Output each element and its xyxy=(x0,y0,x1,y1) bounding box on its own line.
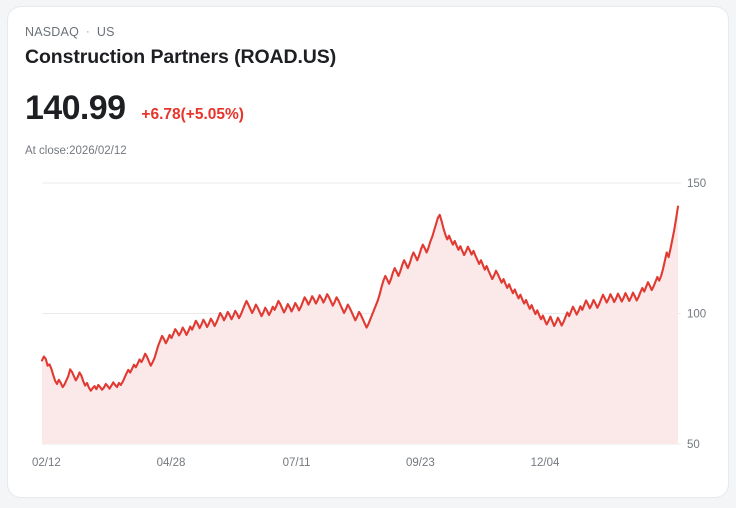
quote-header: NASDAQ · US Construction Partners (ROAD.… xyxy=(25,24,718,159)
x-axis-tick-label: 02/12 xyxy=(32,457,61,469)
region-label: US xyxy=(96,25,115,39)
y-axis-tick-label: 50 xyxy=(687,439,700,451)
close-info: At close:2026/02/12 xyxy=(25,145,127,157)
x-axis-tick-label: 07/11 xyxy=(283,457,311,469)
x-axis-tick-label: 04/28 xyxy=(157,457,186,469)
exchange-row: NASDAQ · US xyxy=(25,24,718,40)
y-axis-labels: 150 100 50 xyxy=(687,178,706,451)
separator-dot: · xyxy=(86,26,90,38)
chart-svg: 150 100 50 02/12 04/28 07/11 09/23 12/04 xyxy=(32,178,706,469)
chart-line xyxy=(40,205,680,392)
price-row: 140.99 +6.78(+5.05%) xyxy=(25,88,718,128)
price-chart[interactable]: 150 100 50 02/12 04/28 07/11 09/23 12/04 xyxy=(8,167,728,477)
x-axis-tick-label: 09/23 xyxy=(406,457,435,469)
x-axis-labels: 02/12 04/28 07/11 09/23 12/04 xyxy=(32,457,560,469)
page-title: Construction Partners (ROAD.US) xyxy=(25,46,337,68)
x-axis-tick-label: 12/04 xyxy=(531,457,560,469)
stock-quote-card: NASDAQ · US Construction Partners (ROAD.… xyxy=(7,6,729,498)
exchange-name: NASDAQ xyxy=(25,25,79,39)
price-value: 140.99 xyxy=(25,89,126,127)
y-axis-tick-label: 100 xyxy=(687,309,706,321)
price-change: +6.78(+5.05%) xyxy=(141,106,244,123)
y-axis-tick-label: 150 xyxy=(687,178,706,190)
chart-area-fill xyxy=(42,206,678,444)
